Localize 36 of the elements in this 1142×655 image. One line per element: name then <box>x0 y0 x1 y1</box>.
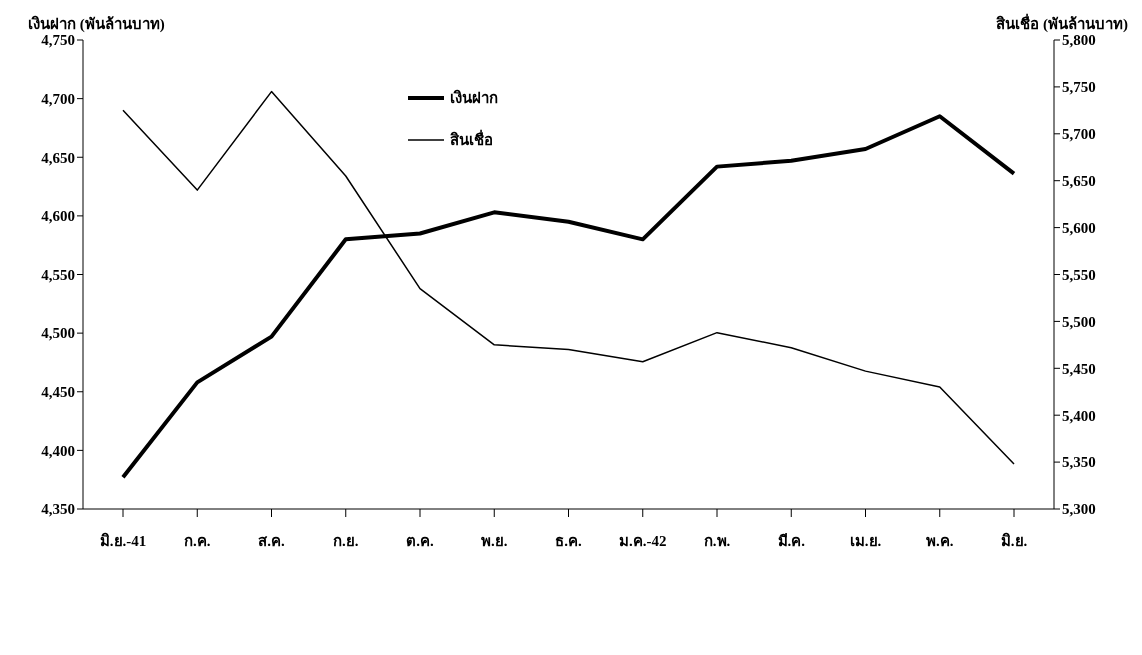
legend-label: สินเชื่อ <box>450 128 493 150</box>
x-tick-label: พ.ค. <box>926 532 954 549</box>
x-tick-label: ก.ค. <box>184 532 211 549</box>
x-tick-label: ต.ค. <box>406 532 434 549</box>
y2-tick-label: 5,300 <box>1062 501 1096 518</box>
x-tick-label: ก.พ. <box>703 532 731 549</box>
x-tick-label: มิ.ย. <box>1000 531 1028 549</box>
y2-tick-label: 5,750 <box>1062 79 1096 96</box>
x-tick-label: ม.ค.-42 <box>619 532 667 549</box>
y-tick-label: 4,400 <box>41 442 75 459</box>
y-tick-label: 4,500 <box>41 325 75 342</box>
x-tick-label: มี.ค. <box>777 532 806 549</box>
x-tick-label: พ.ย. <box>481 532 508 549</box>
y2-tick-label: 5,500 <box>1062 313 1096 330</box>
y2-tick-label: 5,600 <box>1062 219 1096 236</box>
y-tick-label: 4,650 <box>41 149 75 166</box>
y-tick-label: 4,600 <box>41 208 75 225</box>
x-tick-label: เม.ย. <box>849 532 882 549</box>
y-tick-label: 4,750 <box>41 32 75 49</box>
y-axis-title: เงินฝาก (พันล้านบาท) <box>28 16 165 32</box>
y2-tick-label: 5,650 <box>1062 173 1096 190</box>
y-tick-label: 4,350 <box>41 501 75 518</box>
y2-tick-label: 5,550 <box>1062 266 1096 283</box>
y2-tick-label: 5,400 <box>1062 407 1096 424</box>
legend-label: เงินฝาก <box>450 88 498 108</box>
y-tick-label: 4,700 <box>41 90 75 107</box>
x-tick-label: ธ.ค. <box>555 532 582 549</box>
y-tick-label: 4,450 <box>41 384 75 401</box>
y2-tick-label: 5,800 <box>1062 32 1096 49</box>
x-tick-label: ส.ค. <box>258 532 285 549</box>
y2-tick-label: 5,350 <box>1062 454 1096 471</box>
x-tick-label: ก.ย. <box>333 532 359 549</box>
y-tick-label: 4,550 <box>41 266 75 283</box>
y2-tick-label: 5,700 <box>1062 126 1096 143</box>
x-tick-label: มิ.ย.-41 <box>99 531 147 549</box>
y2-tick-label: 5,450 <box>1062 360 1096 377</box>
